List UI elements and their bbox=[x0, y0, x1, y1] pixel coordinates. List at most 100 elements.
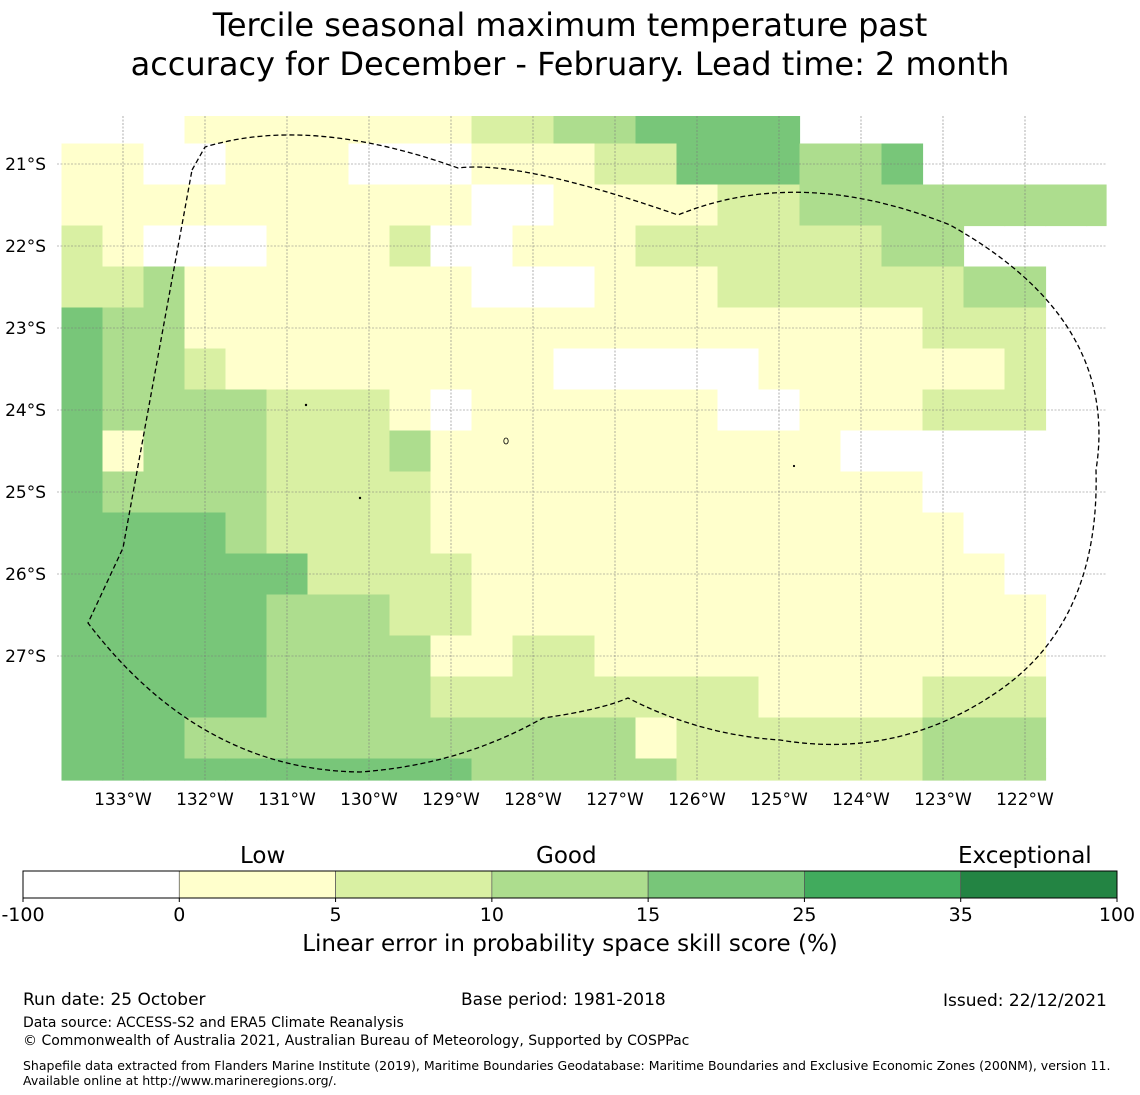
grid-cell bbox=[307, 184, 350, 227]
grid-cell bbox=[881, 758, 924, 781]
grid-cell bbox=[102, 266, 145, 309]
grid-cell bbox=[553, 676, 596, 719]
grid-cell bbox=[799, 184, 842, 227]
grid-cell bbox=[758, 266, 801, 309]
grid-cell bbox=[389, 635, 432, 678]
grid-cell bbox=[102, 430, 145, 473]
grid-cell bbox=[471, 512, 514, 555]
eez-boundary bbox=[87, 134, 1100, 773]
grid-cell bbox=[512, 717, 555, 760]
grid-cell bbox=[389, 389, 432, 432]
grid-cell bbox=[1004, 471, 1047, 514]
grid-cell bbox=[963, 266, 1006, 309]
grid-cell bbox=[389, 717, 432, 760]
grid-cell bbox=[799, 430, 842, 473]
grid-cell bbox=[717, 758, 760, 781]
grid-cell bbox=[799, 676, 842, 719]
grid-cell bbox=[143, 143, 186, 186]
grid-cell bbox=[717, 225, 760, 268]
grid-cell bbox=[225, 348, 268, 391]
grid-cell bbox=[1004, 553, 1047, 596]
latitude-label: 23°S bbox=[5, 319, 46, 339]
grid-cell bbox=[389, 143, 432, 186]
grid-cell bbox=[717, 266, 760, 309]
latitude-label: 21°S bbox=[5, 155, 46, 175]
colorbar-swatch bbox=[960, 870, 1118, 899]
colorbar-swatch bbox=[22, 870, 180, 899]
data-source: Data source: ACCESS-S2 and ERA5 Climate … bbox=[23, 1015, 404, 1031]
grid-cell bbox=[225, 758, 268, 781]
grid-cell bbox=[266, 143, 309, 186]
run-date: Run date: 25 October bbox=[23, 990, 206, 1010]
grid-cell bbox=[1004, 307, 1047, 350]
grid-cell bbox=[389, 307, 432, 350]
longitude-label: 124°W bbox=[832, 790, 890, 810]
grid-cell bbox=[840, 553, 883, 596]
grid-cell bbox=[471, 676, 514, 719]
grid-cell bbox=[430, 266, 473, 309]
colorbar-tick-label: 25 bbox=[792, 904, 816, 926]
grid-cell bbox=[389, 116, 432, 145]
grid-cell bbox=[553, 184, 596, 227]
grid-cell bbox=[389, 430, 432, 473]
grid-cell bbox=[635, 430, 678, 473]
grid-cell bbox=[102, 758, 145, 781]
grid-cell bbox=[225, 717, 268, 760]
grid-cell bbox=[102, 307, 145, 350]
grid-cell bbox=[635, 348, 678, 391]
grid-cell bbox=[61, 594, 104, 637]
grid-cell bbox=[922, 430, 965, 473]
grid-cell bbox=[61, 184, 104, 227]
grid-cell bbox=[102, 389, 145, 432]
grid-cell bbox=[225, 676, 268, 719]
grid-cell bbox=[717, 676, 760, 719]
grid-cell bbox=[471, 430, 514, 473]
grid-cell bbox=[61, 348, 104, 391]
grid-cell bbox=[1004, 266, 1047, 309]
grid-cell bbox=[881, 676, 924, 719]
grid-cell bbox=[717, 553, 760, 596]
grid-cell bbox=[307, 348, 350, 391]
grid-cell bbox=[840, 758, 883, 781]
grid-cell bbox=[635, 758, 678, 781]
grid-cell bbox=[758, 758, 801, 781]
grid-cell bbox=[1004, 430, 1047, 473]
longitude-label: 127°W bbox=[586, 790, 644, 810]
grid-cell bbox=[717, 430, 760, 473]
grid-cell bbox=[266, 758, 309, 781]
grid-cell bbox=[963, 758, 1006, 781]
grid-cell bbox=[389, 225, 432, 268]
grid-cell bbox=[553, 430, 596, 473]
grid-cell bbox=[799, 758, 842, 781]
grid-cell bbox=[512, 266, 555, 309]
island-markers bbox=[304, 403, 796, 500]
grid-cell bbox=[102, 143, 145, 186]
grid-cell bbox=[635, 512, 678, 555]
grid-cell bbox=[840, 430, 883, 473]
grid-cell bbox=[430, 430, 473, 473]
grid-cell bbox=[717, 471, 760, 514]
longitude-label: 129°W bbox=[422, 790, 480, 810]
grid-cell bbox=[963, 553, 1006, 596]
grid-cell bbox=[225, 594, 268, 637]
skill-grid bbox=[61, 116, 1107, 781]
grid-cell bbox=[225, 266, 268, 309]
grid-cell bbox=[799, 266, 842, 309]
grid-cell bbox=[1004, 389, 1047, 432]
grid-cell bbox=[717, 635, 760, 678]
grid-cell bbox=[143, 676, 186, 719]
grid-cell bbox=[553, 717, 596, 760]
colorbar-label: Linear error in probability space skill … bbox=[302, 931, 838, 957]
grid-cell bbox=[758, 594, 801, 637]
grid-cell bbox=[963, 389, 1006, 432]
grid-cell bbox=[266, 594, 309, 637]
grid-cell bbox=[799, 512, 842, 555]
grid-cell bbox=[307, 430, 350, 473]
grid-cell bbox=[143, 307, 186, 350]
grid-cell bbox=[553, 389, 596, 432]
grid-cell bbox=[922, 717, 965, 760]
grid-cell bbox=[102, 717, 145, 760]
grid-cell bbox=[389, 512, 432, 555]
grid-cell bbox=[430, 758, 473, 781]
grid-cell bbox=[389, 348, 432, 391]
